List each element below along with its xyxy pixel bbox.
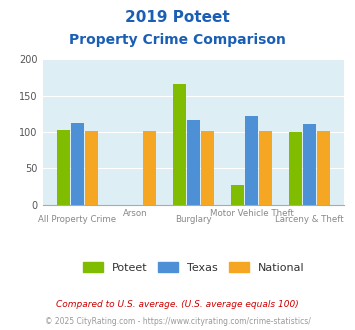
Text: Compared to U.S. average. (U.S. average equals 100): Compared to U.S. average. (U.S. average … [56,300,299,309]
Bar [231,185,244,205]
Text: 2019 Poteet: 2019 Poteet [125,10,230,25]
Text: Property Crime Comparison: Property Crime Comparison [69,33,286,47]
Bar [317,131,330,205]
Text: Larceny & Theft: Larceny & Theft [275,215,344,224]
Text: Arson: Arson [123,209,148,218]
Bar [71,122,84,205]
Bar [201,131,214,205]
Text: All Property Crime: All Property Crime [38,215,116,224]
Bar [303,124,316,205]
Bar [57,130,70,205]
Text: Motor Vehicle Theft: Motor Vehicle Theft [209,209,294,218]
Bar [143,131,156,205]
Bar [245,116,258,205]
Text: © 2025 CityRating.com - https://www.cityrating.com/crime-statistics/: © 2025 CityRating.com - https://www.city… [45,317,310,326]
Text: Burglary: Burglary [175,215,212,224]
Bar [259,131,272,205]
Bar [173,84,186,205]
Bar [289,132,302,205]
Legend: Poteet, Texas, National: Poteet, Texas, National [77,257,310,279]
Bar [85,131,98,205]
Bar [187,120,200,205]
